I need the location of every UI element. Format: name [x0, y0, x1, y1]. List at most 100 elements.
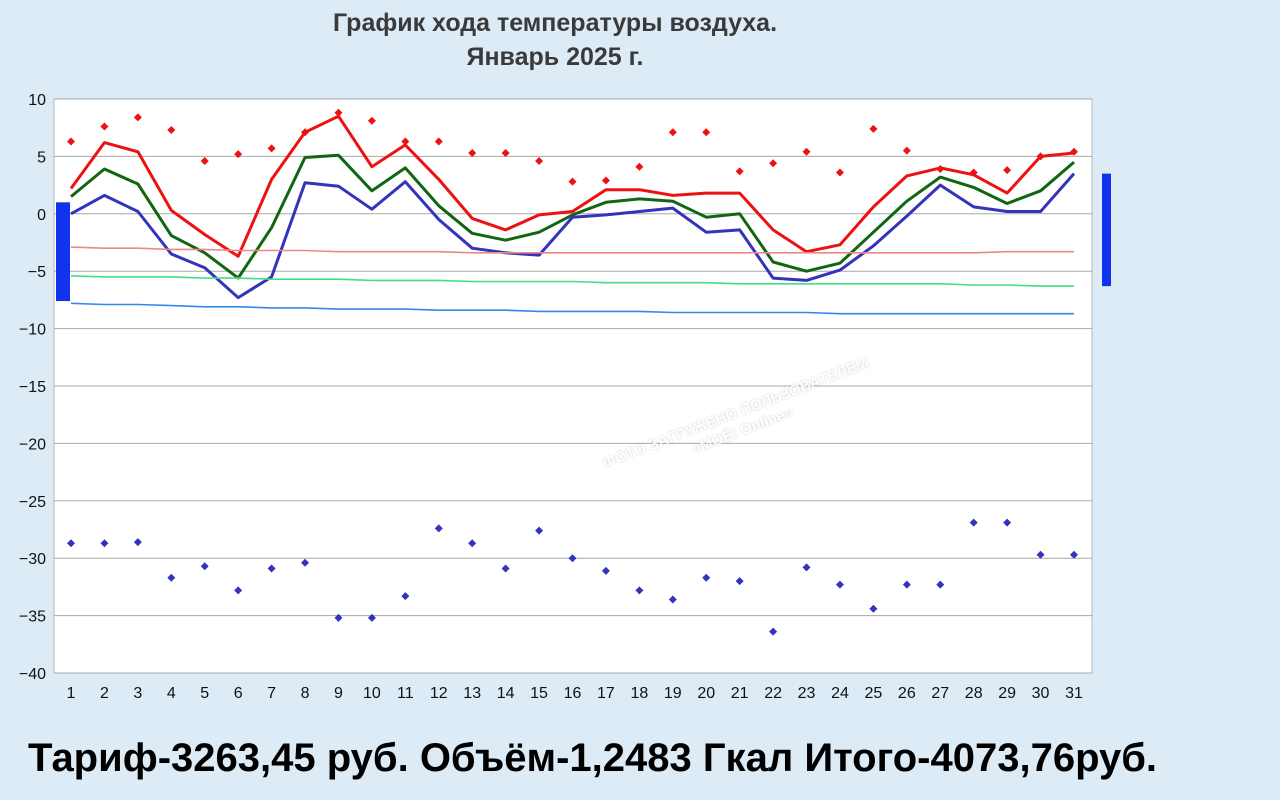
data-point-marker	[167, 125, 176, 134]
x-tick-label: 14	[497, 685, 515, 702]
y-tick-label: 5	[37, 149, 46, 166]
x-tick-label: 24	[831, 685, 849, 702]
data-point-marker	[735, 577, 744, 586]
x-tick-label: 6	[234, 685, 243, 702]
data-point-marker	[1036, 550, 1045, 559]
data-point-marker	[301, 558, 310, 567]
data-point-marker	[1070, 550, 1078, 559]
data-point-marker	[301, 128, 310, 137]
x-tick-label: 5	[200, 685, 209, 702]
data-point-marker	[267, 564, 276, 573]
data-point-marker	[67, 137, 75, 146]
data-point-marker	[468, 539, 477, 548]
x-tick-label: 28	[965, 685, 983, 702]
x-tick-label: 29	[998, 685, 1016, 702]
y-tick-label: −10	[19, 322, 46, 339]
x-tick-label: 11	[397, 685, 414, 702]
y-tick-label: 0	[37, 207, 46, 224]
x-tick-label: 26	[898, 685, 916, 702]
data-point-marker	[802, 563, 811, 572]
data-point-marker	[234, 586, 243, 595]
data-point-marker	[635, 586, 644, 595]
data-point-marker	[1003, 166, 1012, 175]
x-tick-label: 20	[697, 685, 715, 702]
right-range-bar	[1102, 173, 1111, 287]
data-point-marker	[902, 580, 911, 589]
data-point-marker	[501, 564, 510, 573]
data-point-marker	[936, 165, 945, 174]
data-point-marker	[200, 156, 209, 165]
series-line	[70, 246, 1074, 254]
data-point-marker	[668, 128, 677, 137]
x-tick-label: 18	[630, 685, 648, 702]
data-point-marker	[869, 604, 878, 613]
y-tick-label: −35	[19, 609, 46, 626]
data-point-marker	[902, 146, 911, 155]
data-point-marker	[936, 580, 945, 589]
x-tick-label: 15	[530, 685, 548, 702]
data-point-marker	[835, 168, 844, 177]
data-point-marker	[100, 122, 109, 131]
chart-subtitle: Январь 2025 г.	[466, 43, 644, 71]
data-point-marker	[401, 137, 410, 146]
data-point-marker	[133, 538, 142, 547]
chart-title: График хода температуры воздуха.	[332, 9, 778, 37]
data-point-marker	[702, 573, 711, 582]
series-line	[69, 114, 1075, 258]
data-point-marker	[635, 162, 644, 171]
x-tick-label: 31	[1065, 685, 1083, 702]
x-tick-label: 16	[564, 685, 582, 702]
data-point-marker	[969, 518, 978, 527]
y-tick-label: 10	[28, 92, 46, 109]
data-point-marker	[200, 562, 209, 571]
data-point-marker	[568, 177, 577, 186]
x-tick-label: 2	[100, 685, 109, 702]
y-tick-label: −40	[19, 666, 46, 683]
x-tick-label: 7	[267, 685, 276, 702]
data-point-marker	[969, 168, 978, 177]
data-point-marker	[601, 566, 610, 575]
data-point-marker	[601, 176, 610, 185]
data-point-marker	[668, 595, 677, 604]
x-tick-label: 25	[865, 685, 883, 702]
x-tick-label: 27	[931, 685, 949, 702]
data-point-marker	[468, 148, 477, 157]
data-point-marker	[334, 108, 343, 117]
x-tick-label: 21	[731, 685, 749, 702]
data-point-marker	[1036, 152, 1045, 161]
x-tick-label: 13	[463, 685, 481, 702]
data-point-marker	[802, 147, 811, 156]
data-point-marker	[434, 137, 443, 146]
data-point-marker	[769, 627, 778, 636]
data-point-marker	[434, 524, 443, 533]
y-tick-label: −30	[19, 551, 46, 568]
data-point-marker	[835, 580, 844, 589]
x-tick-label: 23	[798, 685, 816, 702]
data-point-marker	[1070, 147, 1078, 156]
data-point-marker	[234, 150, 243, 159]
data-point-marker	[67, 539, 75, 548]
x-tick-label: 9	[334, 685, 343, 702]
data-point-marker	[1003, 518, 1012, 527]
x-tick-label: 19	[664, 685, 682, 702]
x-tick-label: 8	[301, 685, 310, 702]
y-tick-label: −5	[28, 264, 46, 281]
data-point-marker	[869, 124, 878, 133]
chart-title-block: График хода температуры воздуха. Январь …	[0, 6, 1110, 74]
x-tick-label: 12	[430, 685, 448, 702]
data-point-marker	[367, 613, 376, 622]
data-point-marker	[133, 113, 142, 122]
data-point-marker	[568, 554, 577, 563]
data-point-marker	[535, 156, 544, 165]
x-tick-label: 30	[1032, 685, 1050, 702]
data-point-marker	[100, 539, 109, 548]
y-tick-label: −25	[19, 494, 46, 511]
data-point-marker	[535, 526, 544, 535]
x-tick-label: 22	[764, 685, 782, 702]
series-line	[70, 172, 1076, 300]
left-range-bar	[56, 202, 70, 302]
tariff-caption: Тариф-3263,45 руб. Объём-1,2483 Гкал Ито…	[28, 736, 1158, 780]
x-tick-label: 3	[133, 685, 142, 702]
x-tick-label: 10	[363, 685, 381, 702]
